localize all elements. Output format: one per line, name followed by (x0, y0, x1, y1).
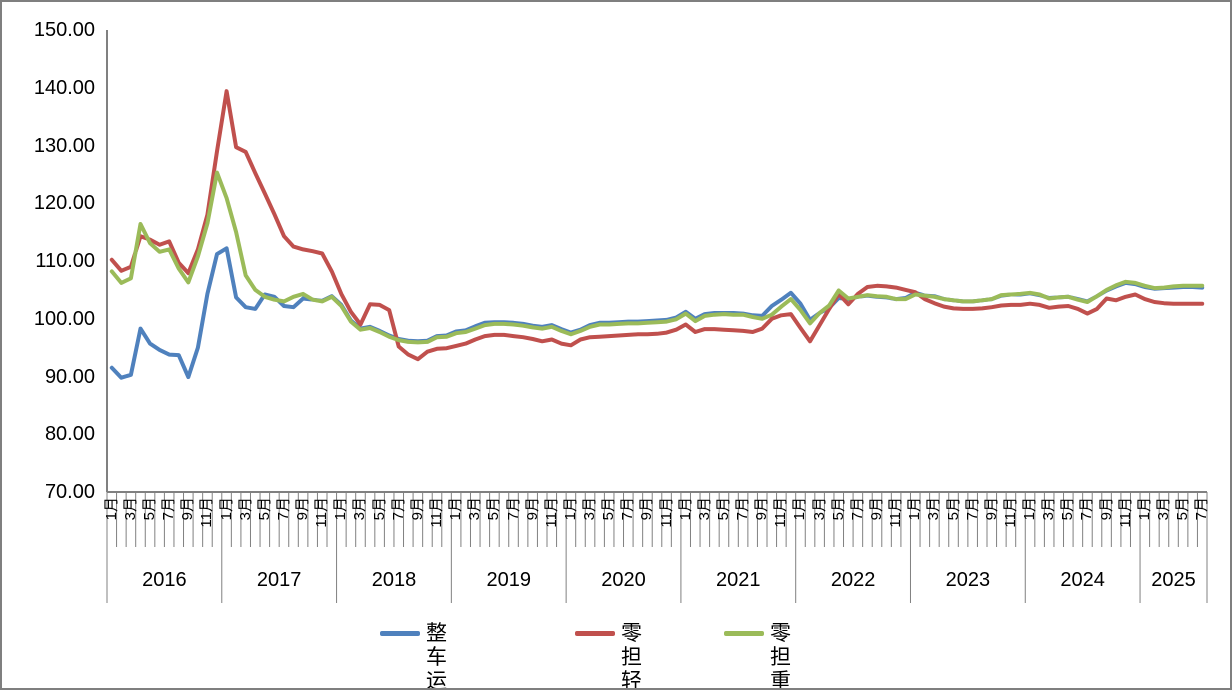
x-axis-month-label: 7月 (504, 497, 522, 521)
x-axis-month-label: 3月 (236, 497, 254, 521)
series-line-ftl (109, 246, 1205, 380)
x-axis-month-label: 11月 (887, 497, 905, 528)
x-axis-month-label: 5月 (714, 497, 732, 521)
x-axis-month-label: 3月 (810, 497, 828, 521)
x-axis-month-label: 7月 (963, 497, 981, 521)
y-axis-label: 140.00 (33, 76, 95, 99)
x-axis-month-label: 5月 (370, 497, 388, 521)
x-axis-month-label: 11月 (1116, 497, 1134, 528)
x-axis-month-label: 9月 (408, 497, 426, 521)
x-axis-month-label: 1月 (102, 497, 120, 521)
y-axis-label: 80.00 (44, 423, 95, 446)
legend-label-ltl-heavy: 零担重货 运输指数 (770, 622, 791, 690)
x-axis-month-label: 1月 (906, 497, 924, 521)
chart-legend: 整车运输指数 零担轻货 运输指数 零担重货 运输指数 (2, 622, 1230, 688)
x-axis-month-label: 11月 (1001, 497, 1019, 528)
x-axis-month-label: 11月 (428, 497, 445, 528)
y-axis-label: 90.00 (44, 365, 95, 388)
x-axis-month-label: 3月 (925, 497, 943, 521)
x-axis-year-label: 2021 (716, 569, 761, 591)
legend-line-sample-ltl-light (575, 631, 615, 636)
x-axis-year-label: 2024 (1060, 569, 1105, 591)
legend-label-ltl-light: 零担轻货 运输指数 (621, 622, 642, 690)
y-axis-label: 70.00 (44, 481, 95, 503)
x-axis-month-label: 3月 (121, 497, 139, 521)
x-axis-month-label: 11月 (657, 497, 675, 528)
x-axis-month-label: 1月 (1021, 497, 1039, 521)
series-line-ltl-heavy (109, 170, 1205, 345)
x-axis-year-label: 2018 (371, 569, 417, 591)
x-axis-month-label: 5月 (255, 497, 273, 521)
y-axis-label: 130.00 (33, 134, 95, 157)
x-axis-month-label: 9月 (868, 497, 885, 521)
x-axis-year-label: 2019 (486, 569, 531, 591)
x-axis-month-label: 3月 (466, 497, 484, 521)
x-axis-month-label: 7月 (160, 497, 178, 521)
x-axis-year-label: 2017 (256, 569, 302, 591)
x-axis-month-label: 9月 (523, 497, 541, 521)
x-axis-month-label: 11月 (542, 497, 560, 528)
x-axis-month-label: 3月 (581, 497, 599, 521)
x-axis-year-label: 2025 (1151, 569, 1196, 591)
legend-label-ftl: 整车运输指数 (426, 622, 447, 690)
x-axis-year-label: 2016 (142, 569, 187, 591)
x-axis-month-label: 1月 (447, 497, 465, 521)
legend-line-sample-ltl-heavy (724, 631, 764, 636)
y-axis-label: 100.00 (33, 307, 95, 330)
x-axis-month-label: 1月 (791, 497, 809, 521)
x-axis-month-label: 9月 (1097, 497, 1115, 521)
x-axis-month-label: 1月 (332, 497, 350, 521)
x-axis-month-label: 1月 (676, 497, 694, 521)
x-axis-month-label: 5月 (944, 497, 962, 521)
x-axis-month-label: 5月 (1059, 497, 1077, 521)
x-axis-month-label: 5月 (141, 497, 159, 521)
x-axis-month-label: 9月 (179, 497, 197, 521)
x-axis-month-label: 7月 (734, 497, 752, 521)
x-axis-month-label: 1月 (561, 497, 579, 521)
x-axis-month-label: 7月 (1078, 497, 1096, 521)
x-axis-month-label: 9月 (294, 497, 312, 521)
x-axis-month-label: 9月 (638, 497, 656, 521)
x-axis-month-label: 7月 (848, 497, 866, 521)
series-line-ltl-light (109, 89, 1205, 362)
x-axis-month-label: 9月 (753, 497, 771, 521)
x-axis-month-label: 7月 (389, 497, 407, 521)
y-axis-label: 150.00 (33, 19, 95, 41)
x-axis-month-label: 3月 (351, 497, 369, 521)
x-axis-month-label: 9月 (982, 497, 1000, 521)
x-axis-month-label: 1月 (217, 497, 235, 521)
x-axis-month-label: 5月 (1174, 497, 1192, 521)
x-axis-month-label: 11月 (772, 497, 790, 528)
x-axis-month-label: 3月 (1154, 497, 1172, 521)
x-axis-month-label: 3月 (1040, 497, 1058, 521)
x-axis-month-label: 7月 (274, 497, 292, 521)
x-axis-month-label: 11月 (313, 497, 331, 528)
legend-line-sample-ftl (380, 631, 420, 636)
x-axis-month-label: 5月 (600, 497, 618, 521)
x-axis-month-label: 11月 (198, 497, 216, 528)
x-axis-month-label: 5月 (829, 497, 847, 521)
x-axis-month-label: 7月 (619, 497, 637, 521)
x-axis-year-label: 2023 (945, 569, 991, 591)
x-axis-month-label: 7月 (1193, 497, 1211, 521)
x-axis-month-label: 5月 (485, 497, 503, 521)
x-axis-year-label: 2020 (601, 569, 646, 591)
y-axis-label: 110.00 (35, 250, 95, 272)
x-axis-month-label: 1月 (1135, 497, 1153, 521)
x-axis-year-label: 2022 (830, 569, 876, 591)
x-axis-month-label: 3月 (695, 497, 713, 521)
y-axis-label: 120.00 (33, 192, 95, 215)
